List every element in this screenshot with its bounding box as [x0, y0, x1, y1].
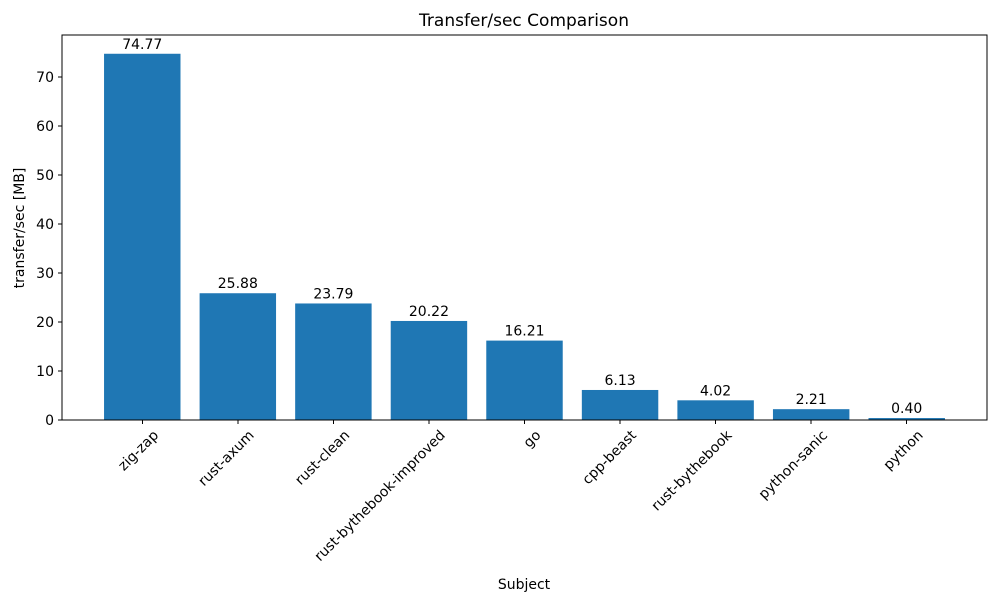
y-tick-label: 30: [36, 266, 54, 282]
axes-spines: [61, 34, 988, 421]
bar-value-label: 16.21: [504, 324, 544, 340]
y-tick-label: 40: [36, 217, 54, 233]
x-tick-label: rust-clean: [292, 428, 353, 489]
x-tick-label: zig-zap: [115, 427, 162, 474]
x-tick-label: rust-bythebook: [649, 427, 736, 514]
y-tick-label: 70: [36, 70, 54, 86]
bar-value-label: 23.79: [313, 286, 353, 302]
x-tick-label: python-sanic: [756, 428, 831, 503]
x-tick-label: cpp-beast: [580, 427, 641, 488]
bar-value-label: 0.40: [891, 401, 922, 417]
y-tick-label: 10: [36, 364, 54, 380]
chart-title: Transfer/sec Comparison: [418, 11, 629, 31]
bar-value-label: 2.21: [796, 392, 827, 408]
y-tick-label: 0: [45, 413, 54, 429]
y-tick-label: 20: [36, 315, 54, 331]
bar-rust-axum: [199, 293, 277, 420]
y-tick-label: 50: [36, 168, 54, 184]
plot-area: 74.77 zig-zap 25.88 rust-axum 23.79 rust-clea…: [36, 34, 988, 565]
bar-value-label: 6.13: [604, 373, 635, 389]
bar-rust-bythebook-improved: [390, 320, 468, 420]
x-tick-label: python: [881, 428, 927, 474]
bar-zig-zap: [104, 53, 181, 420]
bar-value-label: 4.02: [700, 383, 731, 399]
bar-go: [486, 340, 563, 420]
bar-cpp-beast: [581, 389, 659, 420]
bar-value-label: 25.88: [218, 276, 258, 292]
bar-python: [868, 418, 945, 420]
x-axis-label: Subject: [498, 577, 551, 593]
bar-value-label: 20.22: [409, 304, 449, 320]
bar-rust-clean: [295, 303, 372, 420]
x-tick-label: rust-axum: [196, 428, 258, 490]
bar-python-sanic: [772, 409, 850, 420]
bar-value-label: 74.77: [122, 37, 162, 53]
y-tick-label: 60: [36, 119, 54, 135]
y-axis-label: transfer/sec [MB]: [12, 168, 28, 289]
bar-rust-bythebook: [677, 400, 754, 420]
x-tick-label: go: [521, 428, 545, 452]
